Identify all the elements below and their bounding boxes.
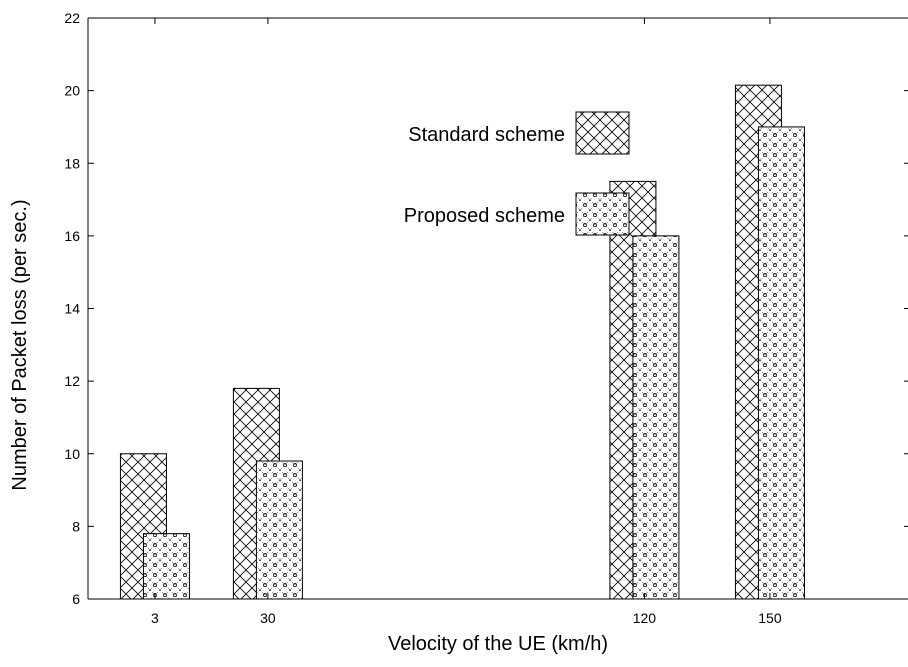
bar-proposed-150 [757,126,805,600]
y-tick-label: 12 [64,373,80,389]
y-tick-label: 16 [64,228,80,244]
y-tick-label: 6 [72,591,80,607]
bars-group [119,84,805,600]
y-axis-ticks: 6 8 10 12 14 16 18 20 22 [64,10,908,607]
x-tick-label: 120 [633,610,657,626]
x-tick-label: 30 [260,610,276,626]
bar-proposed-3 [142,533,190,600]
x-axis-title: Velocity of the UE (km/h) [388,633,608,655]
y-tick-label: 18 [64,155,80,171]
legend: Standard scheme Proposed scheme [404,111,630,236]
bar-proposed-120 [632,235,680,600]
x-axis-ticks: 3 30 120 150 [151,18,782,626]
bar-proposed-30 [255,460,303,600]
y-tick-label: 20 [64,83,80,99]
x-tick-label: 3 [151,610,159,626]
x-tick-label: 150 [758,610,782,626]
legend-label: Standard scheme [408,124,565,146]
y-axis-title: Number of Packet loss (per sec.) [9,199,31,490]
y-tick-label: 10 [64,446,80,462]
legend-label: Proposed scheme [404,205,565,227]
legend-swatch [575,192,630,236]
y-tick-label: 22 [64,10,80,26]
legend-swatch [575,111,630,155]
y-tick-label: 8 [72,518,80,534]
y-tick-label: 14 [64,301,80,317]
